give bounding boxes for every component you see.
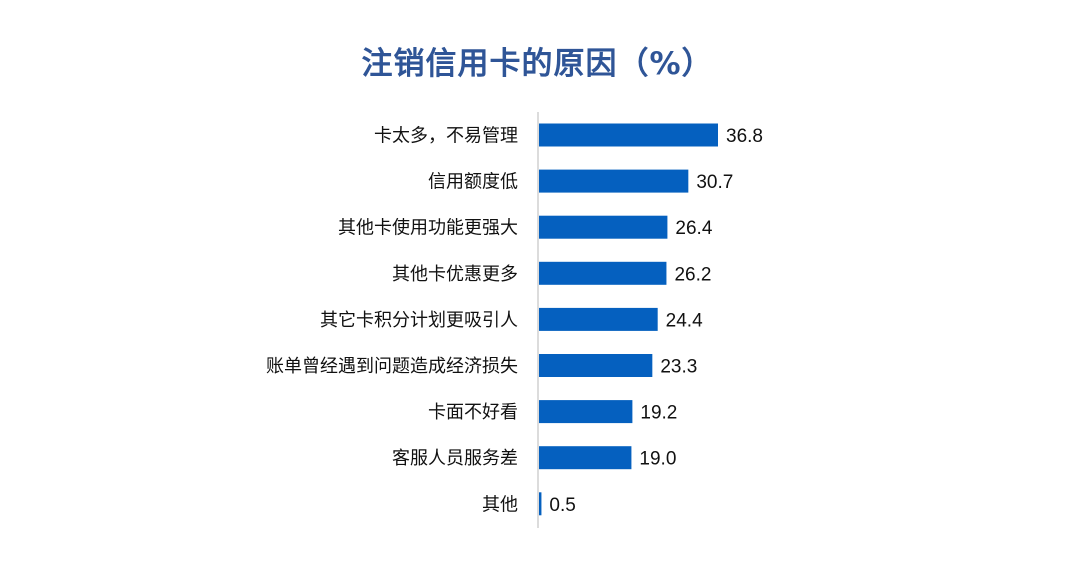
value-label: 19.0 [639,449,676,470]
bar [539,215,668,239]
category-label: 其它卡积分计划更吸引人 [320,310,518,331]
value-label: 26.2 [674,264,711,285]
value-label: 36.8 [726,126,763,147]
value-label: 26.4 [675,218,712,239]
bar [539,446,632,470]
bar [539,169,689,193]
category-label: 客服人员服务差 [392,448,518,469]
category-label: 卡太多，不易管理 [374,126,518,147]
bar [539,354,653,377]
bar [539,492,542,516]
category-label: 其他卡优惠更多 [392,264,518,285]
bar [539,307,658,331]
bar [539,261,667,285]
value-label: 30.7 [696,172,733,193]
value-label: 24.4 [666,310,703,331]
bar [539,123,718,147]
bar [539,400,633,424]
category-label: 其他 [482,494,518,515]
value-label: 0.5 [549,495,575,516]
value-label: 23.3 [660,357,697,378]
chart-title: 注销信用卡的原因（%） [361,46,714,82]
category-label: 信用额度低 [428,172,518,193]
category-label: 账单曾经遇到问题造成经济损失 [266,356,518,377]
value-label: 19.2 [640,403,677,424]
category-label: 卡面不好看 [428,402,518,423]
category-label: 其他卡使用功能更强大 [338,218,518,239]
